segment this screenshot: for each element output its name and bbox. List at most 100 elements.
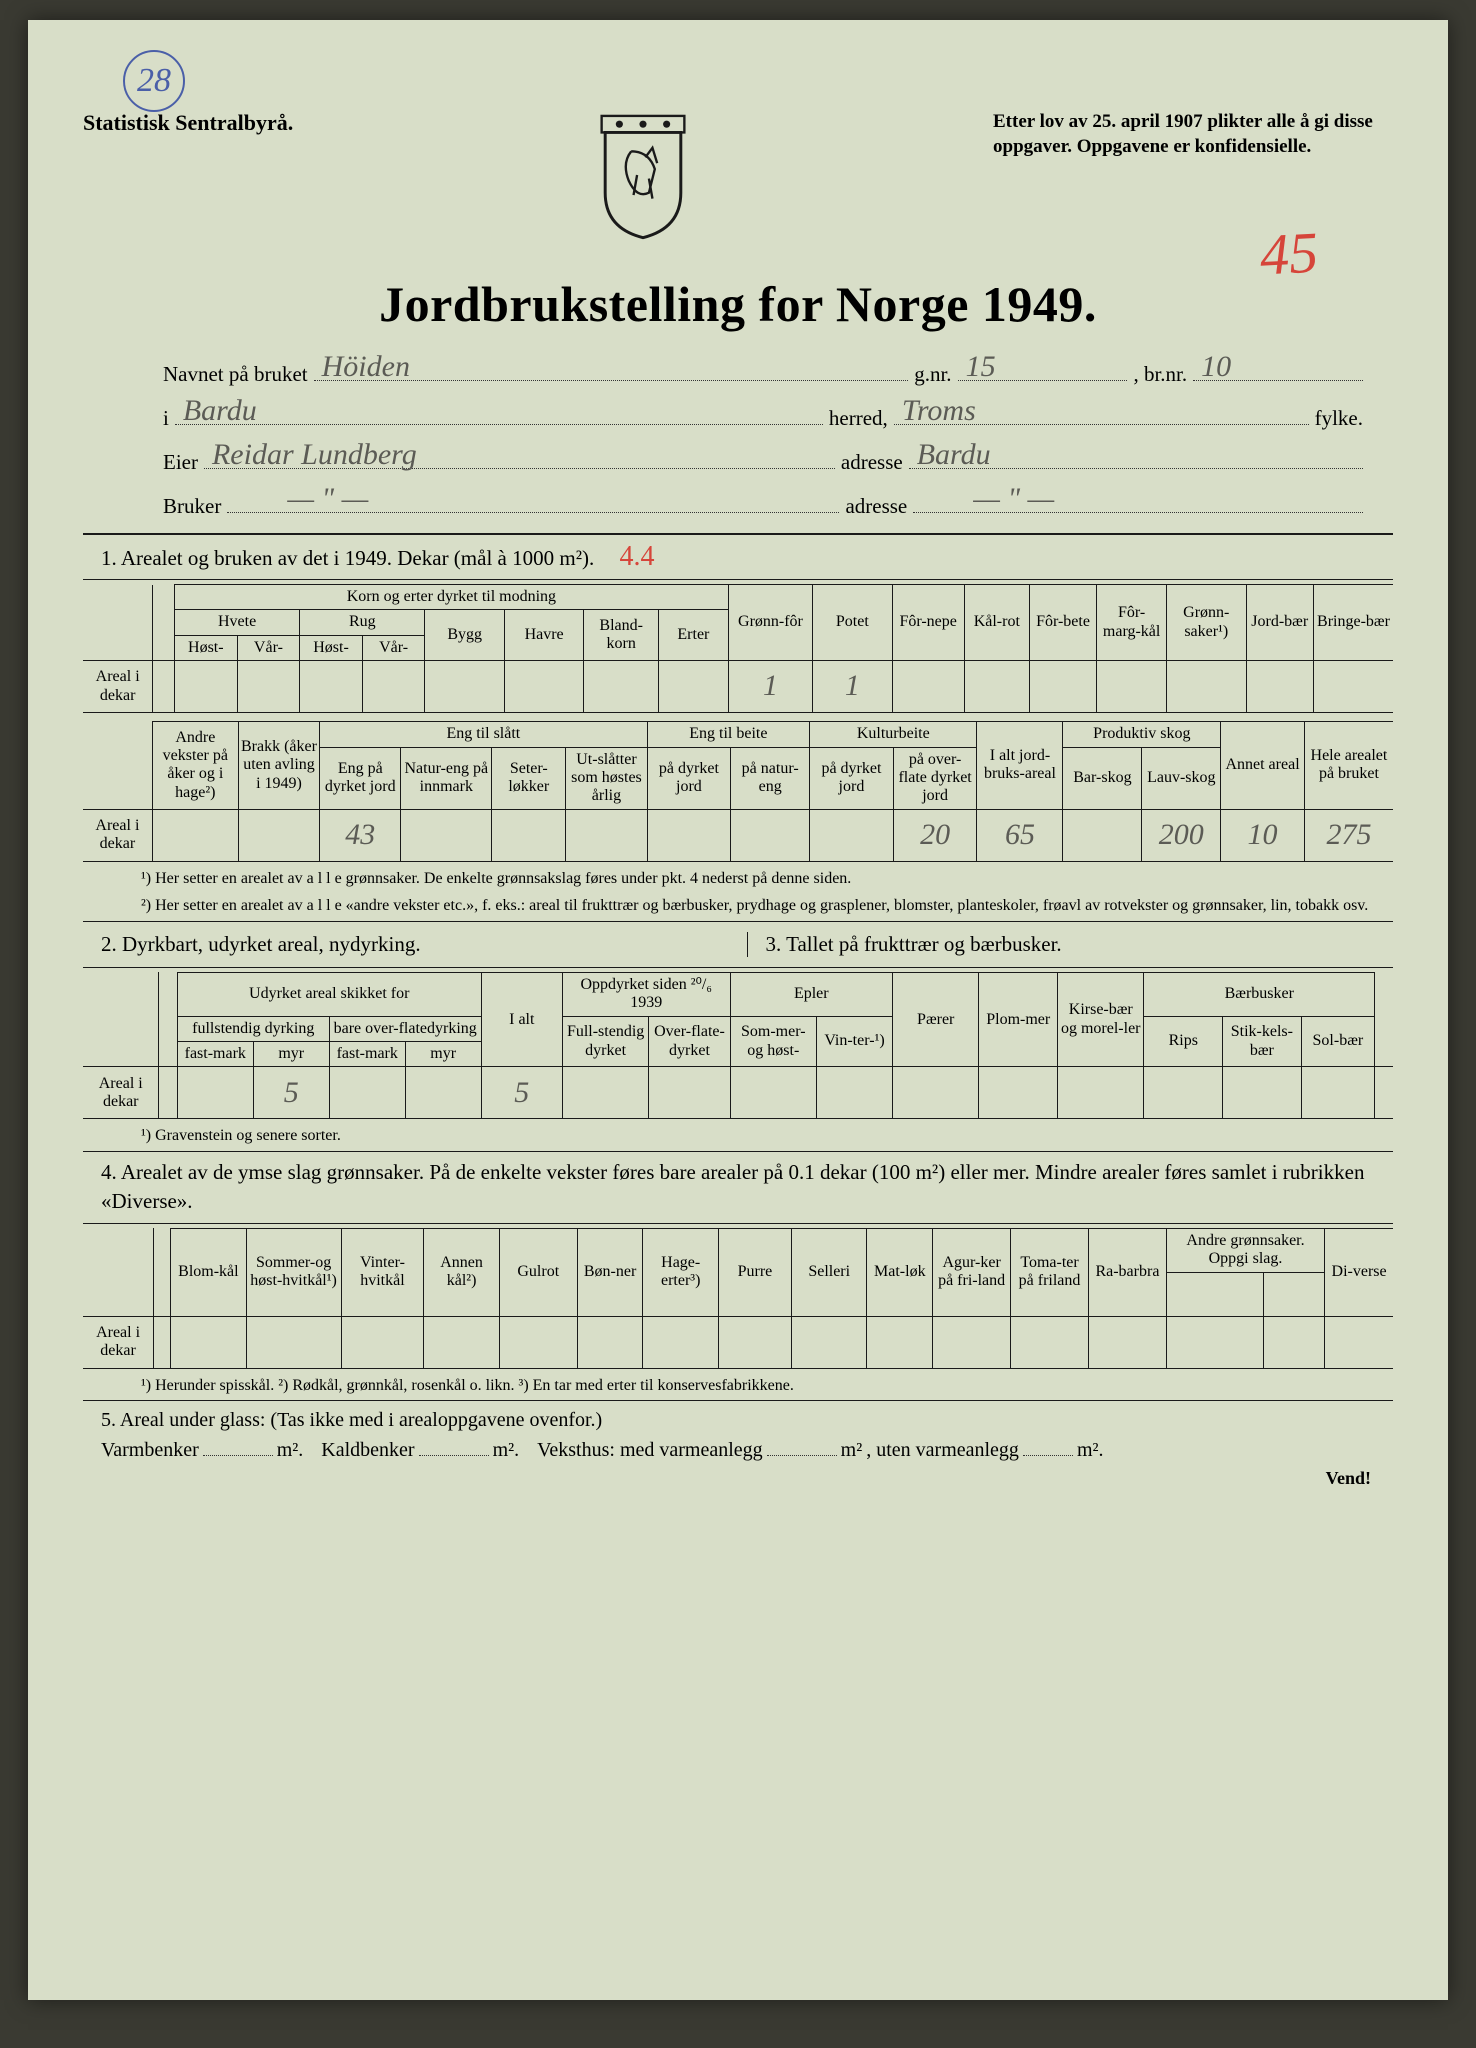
gronnfor-h: Grønn-fôr [728, 585, 812, 661]
fylke-label: fylke. [1315, 406, 1363, 431]
gronnfor-val: 1 [728, 661, 812, 713]
kirse-h: Kirse-bær og morel-ler [1058, 972, 1144, 1067]
vend-label: Vend! [83, 1468, 1371, 1489]
footnote-1: ¹) Her setter en arealet av a l l e grøn… [141, 868, 1375, 890]
jordbaer-h: Jord-bær [1246, 585, 1313, 661]
footnote-3: ¹) Gravenstein og senere sorter. [141, 1125, 1375, 1147]
bareover-h: bare over-flatedyrking [329, 1016, 481, 1041]
eng-slatt-h: Eng til slått [320, 722, 647, 747]
vinterhvit-h: Vinter-hvitkål [341, 1228, 424, 1316]
crest [583, 110, 703, 245]
footnote-4: ¹) Herunder spisskål. ²) Rødkål, grønnkå… [141, 1375, 1375, 1397]
fastmark-h1: fast-mark [177, 1042, 253, 1067]
brakk-h: Brakk (åker uten avling i 1949) [238, 722, 319, 810]
agency-name: Statistisk Sentralbyrå. [83, 110, 293, 136]
andre-vekster-h: Andre vekster på åker og i hage²) [152, 722, 238, 810]
utslatter-h: Ut-slåtter som høstes årlig [566, 747, 647, 809]
oppdyrket-h: Oppdyrket siden ²⁰/₆ 1939 [562, 972, 730, 1016]
rips-h: Rips [1144, 1016, 1223, 1067]
row-label-2: Areal i dekar [83, 1067, 159, 1119]
stikkels-h: Stik-kels-bær [1223, 1016, 1302, 1067]
ialt2-val: 5 [481, 1067, 562, 1119]
eng-dyrket-val: 43 [320, 809, 401, 861]
plommer-h: Plom-mer [979, 972, 1058, 1067]
lauvskog-val: 200 [1142, 809, 1221, 861]
law-note: Etter lov av 25. april 1907 plikter alle… [993, 110, 1393, 159]
host-h2: Høst- [300, 635, 363, 660]
row-label-1b: Areal i dekar [83, 809, 152, 861]
footnote-2: ²) Her setter en arealet av a l l e «and… [141, 895, 1375, 917]
gulrot-h: Gulrot [499, 1228, 577, 1316]
var-h1: Vår- [237, 635, 300, 660]
brnr-label: , br.nr. [1133, 362, 1187, 387]
potet-h: Potet [813, 585, 892, 661]
sommerhvit-h: Sommer-og høst-hvitkål¹) [246, 1228, 341, 1316]
fastmark-h2: fast-mark [329, 1042, 405, 1067]
baerbusker-h: Bærbusker [1144, 972, 1375, 1016]
gnr-value: 15 [966, 350, 996, 384]
eng-beite-h: Eng til beite [647, 722, 810, 747]
header: Statistisk Sentralbyrå. Etter lov av 25.… [83, 110, 1393, 245]
gnr-label: g.nr. [914, 362, 951, 387]
rabarbra-h: Ra-barbra [1088, 1228, 1166, 1316]
hvete-h: Hvete [175, 610, 300, 635]
prod-skog-h: Produktiv skog [1063, 722, 1221, 747]
form-title: Jordbrukstelling for Norge 1949. [83, 275, 1393, 333]
fornepe-h: Fôr-nepe [892, 585, 964, 661]
table-1a: Korn og erter dyrket til modning Grønn-f… [83, 584, 1393, 713]
table-2-3: Udyrket areal skikket for I alt Oppdyrke… [83, 972, 1393, 1120]
adresse-label: adresse [841, 450, 903, 475]
epler-h: Epler [730, 972, 892, 1016]
fylke-value: Troms [902, 394, 976, 428]
vinter-h: Vin-ter-¹) [817, 1016, 893, 1067]
potet-val: 1 [813, 661, 892, 713]
herred-label: herred, [829, 406, 888, 431]
myr-h2: myr [405, 1042, 481, 1067]
row-label-1a: Areal i dekar [83, 661, 153, 713]
row-label-4: Areal i dekar [83, 1316, 154, 1368]
eier-value: Reidar Lundberg [212, 438, 417, 472]
bygg-h: Bygg [425, 610, 504, 661]
red-annot-44: 4.4 [620, 541, 655, 572]
red-mark-45: 45 [1258, 219, 1319, 289]
hele-val: 275 [1304, 809, 1393, 861]
erter-h: Erter [658, 610, 728, 661]
formargkal-h: Fôr-marg-kål [1097, 585, 1167, 661]
rug-h: Rug [300, 610, 425, 635]
var-h2: Vår- [362, 635, 425, 660]
pa-natureng-h: på natur-eng [731, 747, 810, 809]
havre-h: Havre [504, 610, 583, 661]
navnet-label: Navnet på bruket [163, 362, 308, 387]
section-5-title: 5. Areal under glass: (Tas ikke med i ar… [101, 1409, 1375, 1432]
annet-val: 10 [1221, 809, 1305, 861]
stamp-number: 28 [123, 50, 185, 112]
table-1b: Andre vekster på åker og i hage²) Brakk … [83, 721, 1393, 862]
gronnsaker-h: Grønn-saker¹) [1167, 585, 1246, 661]
section-3-title: 3. Tallet på frukttrær og bærbusker. [747, 932, 1394, 957]
seterlokker-h: Seter-løkker [492, 747, 566, 809]
i-value: Bardu [183, 394, 257, 428]
lauvskog-h: Lauv-skog [1142, 747, 1221, 809]
annet-h: Annet areal [1221, 722, 1305, 810]
pa-dyrket-h: på dyrket jord [647, 747, 731, 809]
blomkal-h: Blom-kål [171, 1228, 246, 1316]
table-4: Blom-kål Sommer-og høst-hvitkål¹) Vinter… [83, 1228, 1393, 1369]
agurker-h: Agur-ker på fri-land [933, 1228, 1011, 1316]
myr-h1: myr [253, 1042, 329, 1067]
farm-fields: Navnet på bruket Höiden g.nr. 15 , br.nr… [163, 357, 1363, 519]
tomater-h: Toma-ter på friland [1011, 1228, 1089, 1316]
sommer-h: Som-mer- og høst- [730, 1016, 816, 1067]
pa-overflate-val: 20 [893, 809, 977, 861]
natureng-h: Natur-eng på innmark [401, 747, 492, 809]
section-2-3-head: 2. Dyrkbart, udyrket areal, nydyrking. 3… [83, 926, 1393, 963]
pa-overflate-h: på over-flate dyrket jord [893, 747, 977, 809]
brnr-value: 10 [1201, 350, 1231, 384]
fulldyrket-h: Full-stendig dyrket [562, 1016, 648, 1067]
bringebaer-h: Bringe-bær [1313, 585, 1393, 661]
section-4-title: 4. Arealet av de ymse slag grønnsaker. P… [101, 1158, 1393, 1217]
andre-h: Andre grønnsaker. Oppgi slag. [1166, 1228, 1324, 1272]
pa-dyrket2-h: på dyrket jord [810, 747, 894, 809]
ialt-val: 65 [977, 809, 1063, 861]
section-1-head: 1. Arealet og bruken av det i 1949. Deka… [101, 541, 1393, 573]
bruker-label: Bruker [163, 494, 221, 519]
